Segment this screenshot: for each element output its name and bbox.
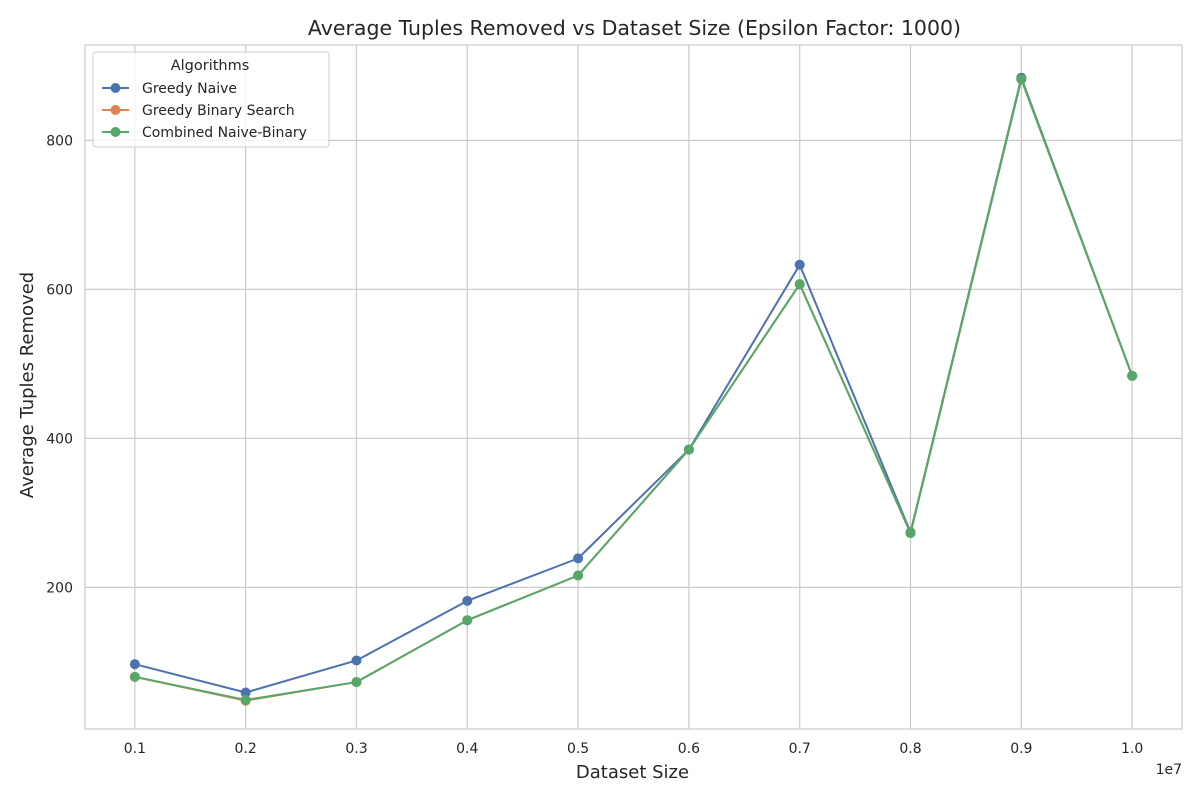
legend: Algorithms Greedy Naive Greedy Binary Sea… (92, 51, 330, 148)
legend-swatch-marker (110, 105, 121, 115)
x-tick-label: 0.4 (456, 741, 478, 757)
y-axis-label: Average Tuples Removed (17, 272, 38, 498)
legend-title: Algorithms (171, 58, 250, 74)
data-point (129, 659, 140, 670)
legend-label: Greedy Binary Search (142, 103, 295, 119)
legend-swatch-marker (110, 127, 121, 137)
x-tick-label: 0.3 (345, 741, 367, 757)
series-layer (129, 72, 1138, 706)
y-tick-label: 400 (46, 431, 73, 447)
legend-label: Greedy Naive (142, 81, 237, 97)
chart-title: Average Tuples Removed vs Dataset Size (… (308, 16, 961, 40)
data-point (1016, 74, 1027, 85)
data-point (573, 553, 584, 564)
legend-box (92, 51, 330, 148)
data-point (573, 570, 584, 581)
data-point (905, 528, 916, 539)
x-tick-label: 0.2 (235, 741, 257, 757)
x-tick-label: 0.6 (678, 741, 700, 757)
y-tick-label: 200 (46, 580, 73, 596)
legend-label: Combined Naive-Binary (142, 125, 307, 141)
x-tick-label: 0.1 (124, 741, 146, 757)
plot-area (84, 44, 1183, 730)
data-point (240, 694, 251, 705)
legend-item: Greedy Binary Search (102, 103, 295, 119)
x-axis-offset-label: 1e7 (1156, 762, 1182, 778)
y-tick-label: 600 (46, 282, 73, 298)
x-axis-label: Dataset Size (576, 762, 689, 783)
tick-labels: 0.1 0.2 0.3 0.4 0.5 0.6 0.7 0.8 0.9 1.0 200 400 600 8… (46, 133, 1143, 757)
data-point (1127, 370, 1138, 381)
legend-swatch-marker (110, 83, 121, 93)
y-tick-label: 800 (46, 133, 73, 149)
legend-item: Greedy Naive (102, 81, 237, 97)
legend-items: Greedy Naive Greedy Binary Search Combined… (102, 81, 307, 141)
data-point (683, 444, 694, 455)
data-point (129, 671, 140, 682)
data-point (351, 655, 362, 666)
x-tick-label: 0.9 (1010, 741, 1032, 757)
grid-lines (85, 45, 1182, 729)
data-point (794, 279, 805, 290)
legend-item: Combined Naive-Binary (102, 125, 307, 141)
data-point (240, 687, 251, 698)
series-line (134, 78, 1134, 701)
x-tick-label: 0.5 (567, 741, 589, 757)
data-point (462, 615, 473, 626)
series-combined-naive-binary (129, 74, 1138, 705)
x-tick-label: 0.8 (899, 741, 921, 757)
data-point (462, 595, 473, 606)
data-point (351, 677, 362, 688)
data-point (794, 259, 805, 270)
x-tick-label: 1.0 (1121, 741, 1143, 757)
x-tick-label: 0.7 (789, 741, 811, 757)
